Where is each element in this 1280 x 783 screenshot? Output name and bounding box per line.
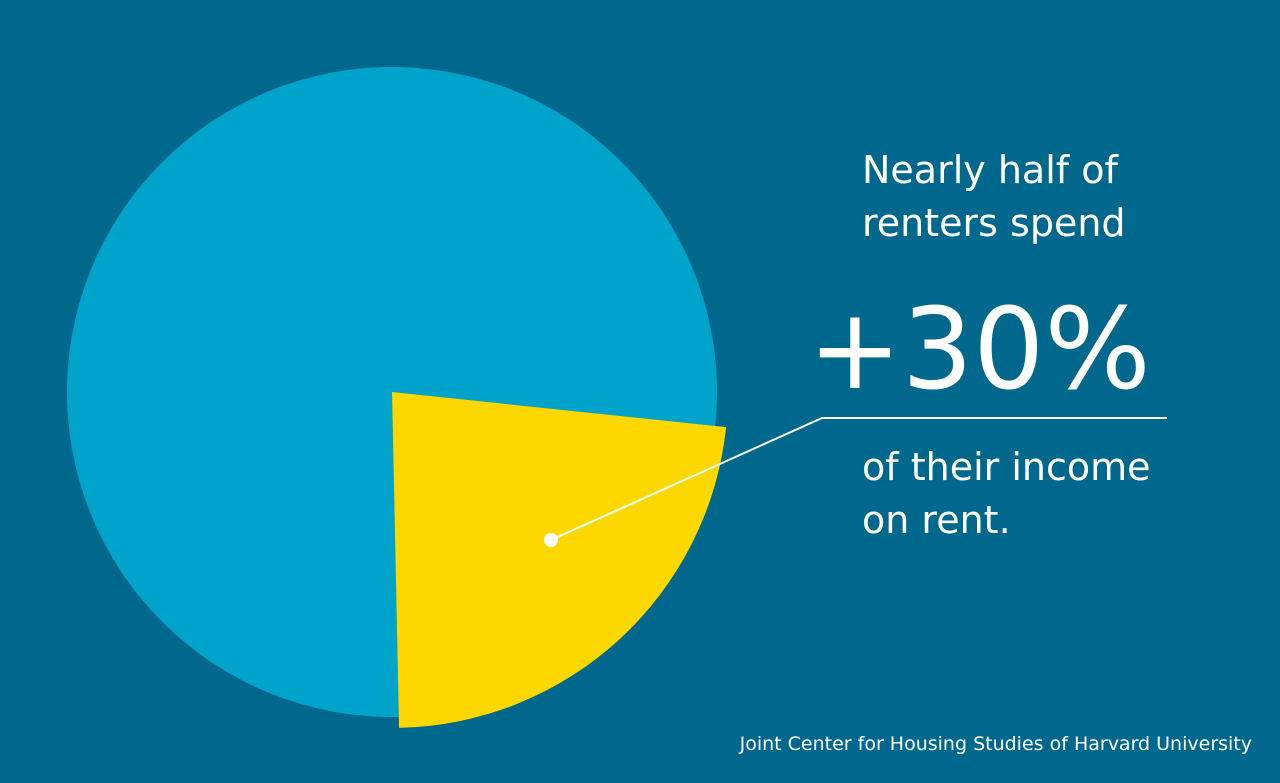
pie-slice (392, 392, 727, 728)
tail-line: on rent. (862, 498, 1011, 542)
leader-dot (544, 533, 558, 547)
pie-slice (67, 66, 717, 717)
leader-line (550, 417, 1167, 541)
figure: +30% (808, 285, 1151, 415)
pie (67, 66, 727, 728)
source: Joint Center for Housing Studies of Harv… (739, 733, 1252, 755)
tail-line: of their income (862, 445, 1151, 489)
lead-line: renters spend (862, 201, 1126, 245)
lead-line: Nearly half of (862, 148, 1119, 192)
